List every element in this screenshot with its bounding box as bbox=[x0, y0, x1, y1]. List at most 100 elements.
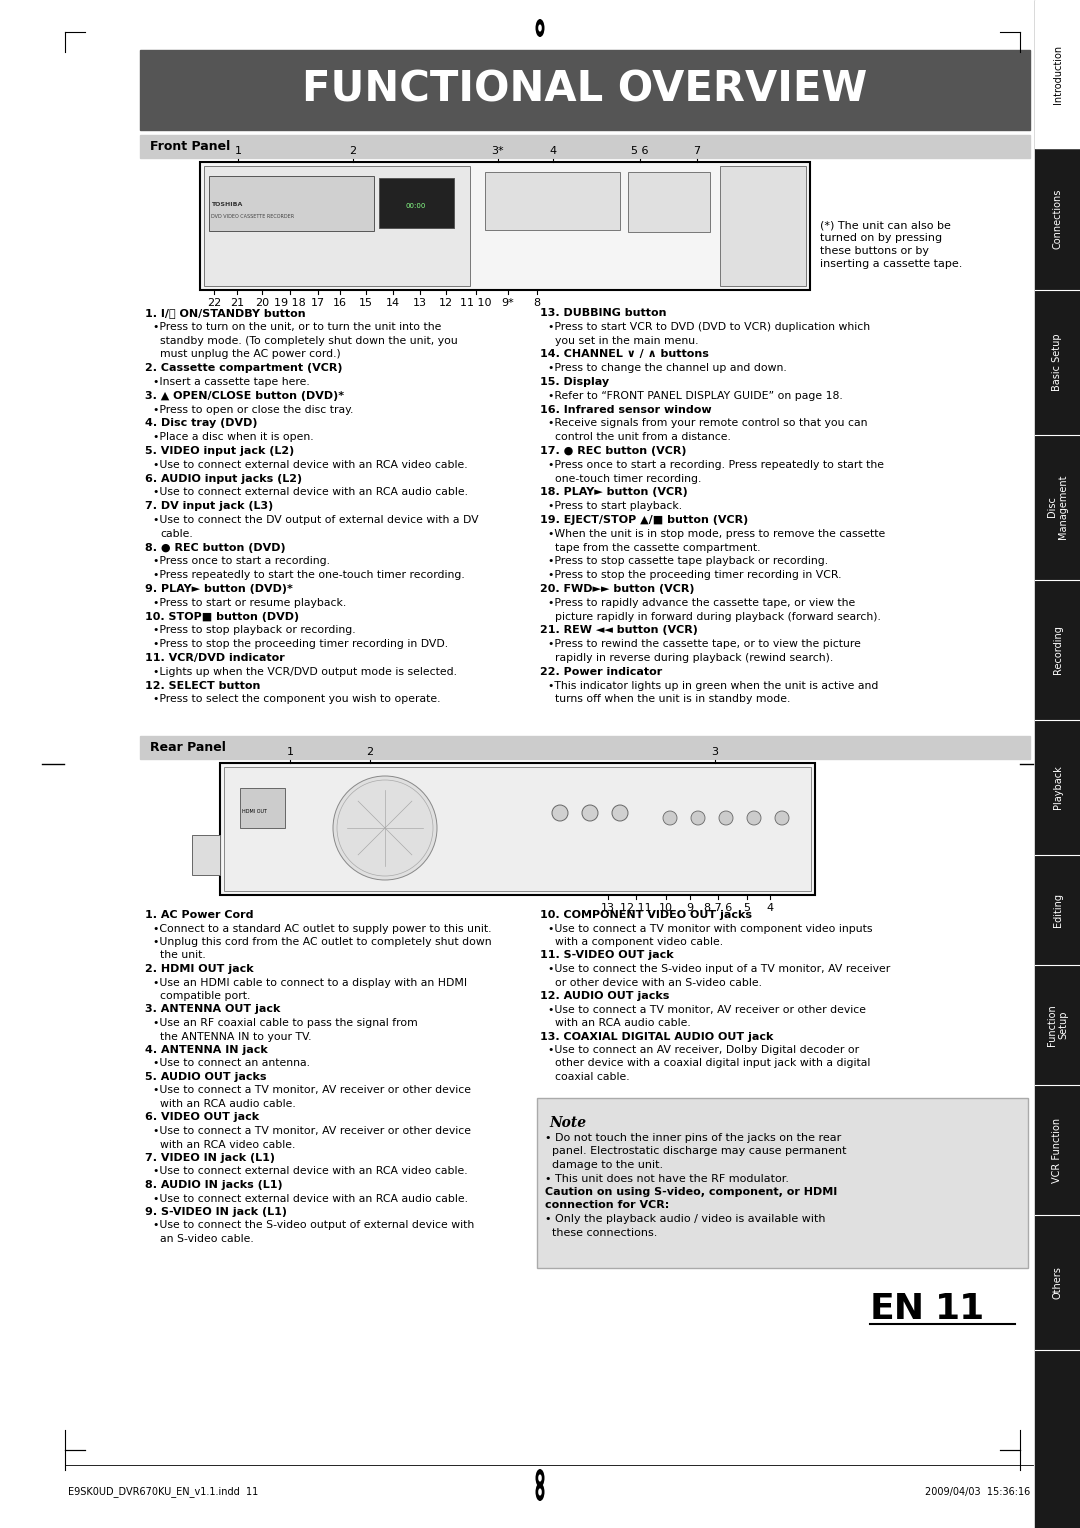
Text: •Use to connect a TV monitor, AV receiver or other device: •Use to connect a TV monitor, AV receive… bbox=[153, 1085, 471, 1096]
Text: must unplug the AC power cord.): must unplug the AC power cord.) bbox=[160, 350, 341, 359]
Text: 11: 11 bbox=[935, 1293, 985, 1326]
Text: •Press to rewind the cassette tape, or to view the picture: •Press to rewind the cassette tape, or t… bbox=[548, 639, 861, 649]
Text: 2: 2 bbox=[366, 747, 374, 756]
Text: the ANTENNA IN to your TV.: the ANTENNA IN to your TV. bbox=[160, 1031, 311, 1042]
Text: •Press to start or resume playback.: •Press to start or resume playback. bbox=[153, 597, 347, 608]
Circle shape bbox=[612, 805, 627, 821]
Text: TOSHIBA: TOSHIBA bbox=[211, 202, 242, 206]
Text: •Press once to start a recording.: •Press once to start a recording. bbox=[153, 556, 330, 567]
Text: 6. VIDEO OUT jack: 6. VIDEO OUT jack bbox=[145, 1112, 259, 1123]
Ellipse shape bbox=[538, 24, 542, 32]
Text: •Place a disc when it is open.: •Place a disc when it is open. bbox=[153, 432, 313, 442]
Text: 13. DUBBING button: 13. DUBBING button bbox=[540, 309, 666, 318]
Text: 20: 20 bbox=[255, 298, 269, 309]
Text: or other device with an S-video cable.: or other device with an S-video cable. bbox=[555, 978, 762, 987]
Text: picture rapidly in forward during playback (forward search).: picture rapidly in forward during playba… bbox=[555, 611, 881, 622]
Text: •Refer to “FRONT PANEL DISPLAY GUIDE” on page 18.: •Refer to “FRONT PANEL DISPLAY GUIDE” on… bbox=[548, 391, 842, 400]
Circle shape bbox=[747, 811, 761, 825]
Text: 17: 17 bbox=[311, 298, 325, 309]
Text: •Press to open or close the disc tray.: •Press to open or close the disc tray. bbox=[153, 405, 353, 414]
Ellipse shape bbox=[536, 1484, 544, 1500]
Text: 21: 21 bbox=[230, 298, 244, 309]
Text: •Unplug this cord from the AC outlet to completely shut down: •Unplug this cord from the AC outlet to … bbox=[153, 937, 491, 947]
Circle shape bbox=[691, 811, 705, 825]
Text: these connections.: these connections. bbox=[545, 1227, 658, 1238]
Bar bbox=[140, 736, 1030, 759]
Text: FUNCTIONAL OVERVIEW: FUNCTIONAL OVERVIEW bbox=[302, 69, 867, 112]
Text: 14: 14 bbox=[386, 298, 400, 309]
Text: •Press repeatedly to start the one-touch timer recording.: •Press repeatedly to start the one-touch… bbox=[153, 570, 464, 581]
Text: •Press once to start a recording. Press repeatedly to start the: •Press once to start a recording. Press … bbox=[548, 460, 885, 469]
Bar bbox=[1035, 0, 1080, 148]
Text: 12 11: 12 11 bbox=[620, 903, 652, 914]
Text: 7. VIDEO IN jack (L1): 7. VIDEO IN jack (L1) bbox=[145, 1154, 275, 1163]
Text: control the unit from a distance.: control the unit from a distance. bbox=[555, 432, 731, 442]
Text: 3. ▲ OPEN/CLOSE button (DVD)*: 3. ▲ OPEN/CLOSE button (DVD)* bbox=[145, 391, 345, 400]
Text: 11. VCR/DVD indicator: 11. VCR/DVD indicator bbox=[145, 652, 285, 663]
Text: Others: Others bbox=[1053, 1267, 1063, 1299]
Bar bbox=[224, 767, 811, 891]
Text: inserting a cassette tape.: inserting a cassette tape. bbox=[820, 260, 962, 269]
Text: 21. REW ◄◄ button (VCR): 21. REW ◄◄ button (VCR) bbox=[540, 625, 698, 636]
Text: •When the unit is in stop mode, press to remove the cassette: •When the unit is in stop mode, press to… bbox=[548, 529, 886, 539]
Text: 19. EJECT/STOP ▲/■ button (VCR): 19. EJECT/STOP ▲/■ button (VCR) bbox=[540, 515, 748, 526]
Text: with an RCA audio cable.: with an RCA audio cable. bbox=[555, 1018, 691, 1028]
Text: damage to the unit.: damage to the unit. bbox=[545, 1160, 663, 1170]
Text: 22. Power indicator: 22. Power indicator bbox=[540, 666, 662, 677]
Text: Note: Note bbox=[549, 1115, 586, 1131]
Text: 8 7 6: 8 7 6 bbox=[704, 903, 732, 914]
Text: turns off when the unit is in standby mode.: turns off when the unit is in standby mo… bbox=[555, 694, 791, 704]
Text: Playback: Playback bbox=[1053, 766, 1063, 808]
Text: • Only the playback audio / video is available with: • Only the playback audio / video is ava… bbox=[545, 1215, 825, 1224]
Text: •Use to connect the DV output of external device with a DV: •Use to connect the DV output of externa… bbox=[153, 515, 478, 526]
Bar bbox=[200, 162, 810, 290]
Text: •Receive signals from your remote control so that you can: •Receive signals from your remote contro… bbox=[548, 419, 867, 428]
Text: Front Panel: Front Panel bbox=[150, 141, 230, 153]
Text: 2. Cassette compartment (VCR): 2. Cassette compartment (VCR) bbox=[145, 364, 342, 373]
Ellipse shape bbox=[536, 1468, 544, 1487]
Text: •Use an HDMI cable to connect to a display with an HDMI: •Use an HDMI cable to connect to a displ… bbox=[153, 978, 468, 987]
Bar bbox=[140, 134, 1030, 157]
Text: •Press to select the component you wish to operate.: •Press to select the component you wish … bbox=[153, 694, 441, 704]
Text: Recording: Recording bbox=[1053, 625, 1063, 674]
Text: •Press to change the channel up and down.: •Press to change the channel up and down… bbox=[548, 364, 786, 373]
Text: E9SK0UD_DVR670KU_EN_v1.1.indd  11: E9SK0UD_DVR670KU_EN_v1.1.indd 11 bbox=[68, 1487, 258, 1497]
Text: •Press to stop the proceeding timer recording in DVD.: •Press to stop the proceeding timer reco… bbox=[153, 639, 448, 649]
Bar bbox=[1035, 0, 1080, 1528]
Text: 22: 22 bbox=[207, 298, 221, 309]
Ellipse shape bbox=[536, 18, 544, 37]
Text: 10: 10 bbox=[659, 903, 673, 914]
Text: 6. AUDIO input jacks (L2): 6. AUDIO input jacks (L2) bbox=[145, 474, 302, 483]
Text: 2009/04/03  15:36:16: 2009/04/03 15:36:16 bbox=[924, 1487, 1030, 1497]
Ellipse shape bbox=[538, 1475, 542, 1482]
Text: 1. AC Power Cord: 1. AC Power Cord bbox=[145, 911, 254, 920]
Circle shape bbox=[719, 811, 733, 825]
Text: 9*: 9* bbox=[501, 298, 514, 309]
Text: other device with a coaxial digital input jack with a digital: other device with a coaxial digital inpu… bbox=[555, 1059, 870, 1068]
Text: 17. ● REC button (VCR): 17. ● REC button (VCR) bbox=[540, 446, 687, 455]
Text: the unit.: the unit. bbox=[160, 950, 206, 961]
Text: panel. Electrostatic discharge may cause permanent: panel. Electrostatic discharge may cause… bbox=[545, 1146, 847, 1157]
Text: Basic Setup: Basic Setup bbox=[1053, 333, 1063, 391]
Text: •Press to rapidly advance the cassette tape, or view the: •Press to rapidly advance the cassette t… bbox=[548, 597, 855, 608]
Circle shape bbox=[552, 805, 568, 821]
Circle shape bbox=[775, 811, 789, 825]
Bar bbox=[537, 1099, 1028, 1268]
Text: with an RCA audio cable.: with an RCA audio cable. bbox=[160, 1099, 296, 1109]
Text: 7. DV input jack (L3): 7. DV input jack (L3) bbox=[145, 501, 273, 512]
Text: tape from the cassette compartment.: tape from the cassette compartment. bbox=[555, 542, 760, 553]
Circle shape bbox=[333, 776, 437, 880]
Text: 8. AUDIO IN jacks (L1): 8. AUDIO IN jacks (L1) bbox=[145, 1180, 283, 1190]
Text: 5 6: 5 6 bbox=[631, 147, 649, 156]
Text: •Press to stop cassette tape playback or recording.: •Press to stop cassette tape playback or… bbox=[548, 556, 828, 567]
Text: •Lights up when the VCR/DVD output mode is selected.: •Lights up when the VCR/DVD output mode … bbox=[153, 666, 457, 677]
Text: •Use to connect a TV monitor with component video inputs: •Use to connect a TV monitor with compon… bbox=[548, 923, 873, 934]
Text: 18. PLAY► button (VCR): 18. PLAY► button (VCR) bbox=[540, 487, 688, 498]
Text: 2. HDMI OUT jack: 2. HDMI OUT jack bbox=[145, 964, 254, 973]
Ellipse shape bbox=[538, 1488, 542, 1496]
Text: •Use to connect external device with an RCA audio cable.: •Use to connect external device with an … bbox=[153, 487, 468, 498]
Text: 16: 16 bbox=[333, 298, 347, 309]
Text: HDMI OUT: HDMI OUT bbox=[242, 808, 267, 814]
Text: one-touch timer recording.: one-touch timer recording. bbox=[555, 474, 701, 483]
Text: 15: 15 bbox=[359, 298, 373, 309]
